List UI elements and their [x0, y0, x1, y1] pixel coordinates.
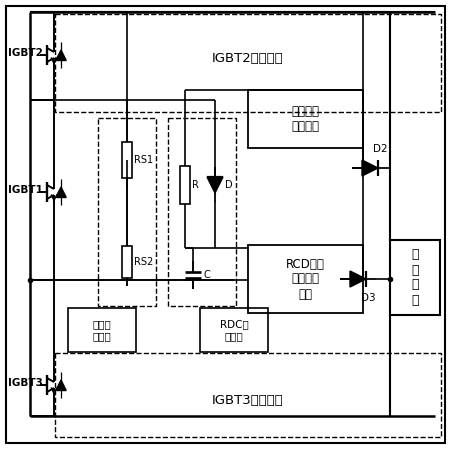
Bar	[122, 246, 132, 278]
Text: D: D	[225, 180, 233, 190]
Text: RS2: RS2	[134, 257, 153, 267]
Bar	[168, 118, 236, 306]
Text: D2: D2	[373, 144, 387, 154]
Bar	[98, 118, 156, 306]
Bar	[200, 308, 268, 352]
Polygon shape	[207, 177, 223, 193]
Text: 取
得
电
能: 取 得 电 能	[411, 248, 419, 307]
Text: D3: D3	[361, 293, 376, 303]
Text: RS1: RS1	[134, 155, 153, 165]
Bar	[68, 308, 136, 352]
Text: 静态电阻
取能电路: 静态电阻 取能电路	[291, 105, 319, 133]
Polygon shape	[56, 187, 66, 197]
Polygon shape	[362, 160, 378, 176]
Bar	[55, 353, 441, 437]
Bar	[122, 142, 132, 178]
Text: R: R	[192, 180, 199, 190]
Text: IGBT3取能电路: IGBT3取能电路	[212, 393, 284, 406]
Text: IGBT2: IGBT2	[8, 48, 43, 58]
Bar	[248, 90, 363, 148]
Text: IGBT3: IGBT3	[8, 378, 43, 388]
Text: 静态均
压电阻: 静态均 压电阻	[92, 319, 111, 341]
Bar	[390, 240, 440, 315]
Bar	[55, 14, 441, 112]
Bar	[180, 166, 190, 204]
Polygon shape	[56, 380, 66, 390]
Text: RDC缓
冲电路: RDC缓 冲电路	[220, 319, 249, 341]
Polygon shape	[56, 50, 66, 60]
Text: C: C	[204, 270, 211, 280]
Polygon shape	[350, 271, 366, 287]
Bar	[248, 245, 363, 313]
Text: IGBT2取能电路: IGBT2取能电路	[212, 52, 284, 65]
Text: RCD缓冲
电路取能
电路: RCD缓冲 电路取能 电路	[286, 257, 325, 300]
Text: IGBT1: IGBT1	[8, 185, 43, 195]
